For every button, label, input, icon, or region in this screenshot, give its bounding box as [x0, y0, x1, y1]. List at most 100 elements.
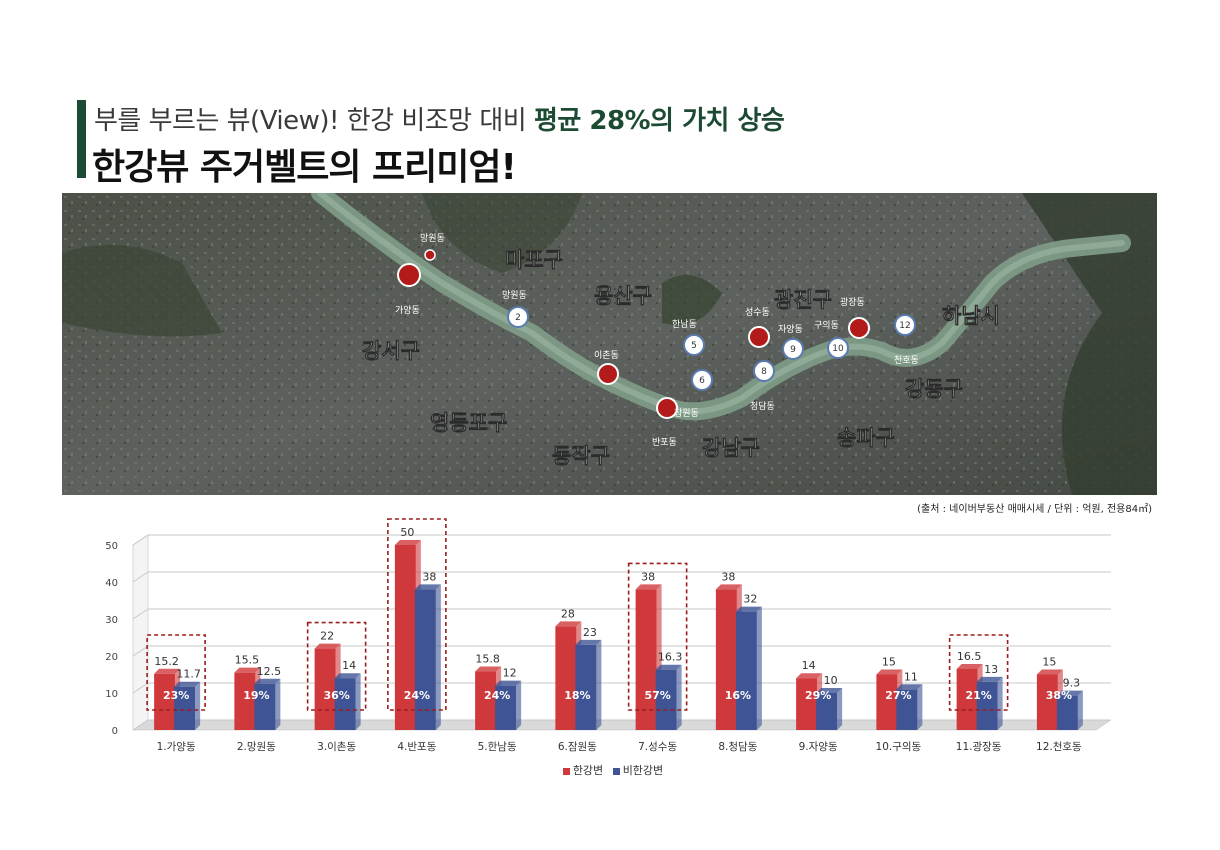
data-label-non-han: 32 — [743, 593, 757, 606]
bar-non-han-side — [195, 681, 201, 730]
bar-non-han — [414, 589, 436, 730]
bar-han-top — [234, 667, 261, 673]
bar-non-han-top — [816, 688, 843, 693]
bar-non-han-top — [254, 678, 281, 684]
bar-han-top — [796, 673, 823, 679]
data-label-han: 15 — [882, 656, 896, 669]
svg-text:2: 2 — [515, 313, 521, 323]
bar-han-top — [154, 668, 181, 674]
grid-line — [132, 608, 1111, 620]
red-pin: 광장동 — [840, 296, 870, 339]
x-tick-label: 10.구의동 — [876, 741, 922, 753]
bar-non-han-side — [516, 680, 522, 730]
x-tick-label: 8.청담동 — [718, 741, 757, 753]
district-label: 광진구 — [774, 288, 832, 312]
bar-han — [555, 626, 577, 730]
premium-label: 19% — [243, 689, 269, 702]
data-label-han: 38 — [721, 570, 735, 583]
bar-han — [475, 671, 497, 730]
highlight-box — [627, 562, 688, 711]
x-tick-label: 1.가양동 — [157, 741, 196, 753]
blue-pin: 2 망원동 — [502, 290, 529, 328]
bar-han — [635, 589, 657, 730]
data-label-han: 28 — [561, 607, 575, 620]
bar-han-top — [314, 643, 341, 649]
data-label-han: 50 — [400, 526, 414, 539]
highlight-box — [146, 634, 206, 711]
bar-non-han-top — [174, 681, 201, 687]
district-label: 송파구 — [837, 426, 895, 450]
bar-han — [956, 668, 978, 730]
bar-non-han-side — [355, 673, 361, 730]
premium-label: 38% — [1046, 689, 1072, 702]
data-label-non-han: 12.5 — [257, 665, 282, 678]
blue-pin: 5 한남동 — [672, 319, 705, 356]
red-pin: 가양동 — [395, 263, 421, 316]
data-label-han: 15.2 — [154, 655, 179, 668]
district-label: 강남구 — [702, 436, 760, 460]
bar-non-han-top — [575, 639, 602, 645]
chart-legend: 한강변 비한강변 — [0, 762, 1220, 778]
data-label-han: 15.5 — [235, 654, 260, 667]
legend-swatch-han — [562, 767, 570, 775]
bar-han — [796, 678, 818, 730]
data-label-non-han: 38 — [422, 570, 436, 583]
bar-non-han-side — [917, 684, 923, 730]
blue-pin: 12 천호동 — [894, 314, 919, 366]
data-label-non-han: 11 — [904, 670, 918, 683]
bar-han — [154, 673, 176, 730]
page-title: 한강뷰 주거벨트의 프리미엄! — [92, 147, 517, 188]
x-tick-label: 12.천호동 — [1036, 741, 1082, 753]
highlight-box — [948, 634, 1009, 711]
svg-text:이촌동: 이촌동 — [594, 350, 619, 361]
data-label-non-han: 23 — [583, 626, 597, 639]
svg-text:광장동: 광장동 — [840, 296, 865, 308]
bar-non-han-top — [976, 676, 1003, 682]
svg-text:8: 8 — [761, 367, 767, 377]
premium-label: 21% — [965, 689, 991, 702]
bar-han — [876, 674, 898, 730]
bar-han-top — [956, 663, 983, 669]
x-tick-label: 2.망원동 — [237, 741, 276, 753]
data-label-han: 15 — [1042, 656, 1056, 669]
data-label-non-han: 16.3 — [658, 651, 683, 664]
data-label-non-han: 9.3 — [1063, 677, 1081, 690]
bar-han — [1036, 674, 1058, 730]
highlight-box — [306, 621, 367, 711]
svg-text:구의동: 구의동 — [814, 320, 839, 331]
bar-non-han — [334, 678, 356, 730]
bar-non-han-top — [896, 684, 923, 690]
bar-han — [234, 672, 256, 730]
y-tick-label: 30 — [105, 615, 118, 626]
data-label-han: 22 — [320, 630, 334, 643]
premium-label: 23% — [163, 689, 189, 702]
premium-label: 29% — [805, 689, 831, 702]
grid-line — [132, 645, 1111, 657]
svg-text:한남동: 한남동 — [672, 319, 697, 330]
bar-non-han — [575, 644, 597, 730]
bar-non-han-side — [1077, 690, 1083, 730]
premium-label: 18% — [564, 689, 590, 702]
subtitle-highlight: 평균 28%의 가치 상승 — [533, 106, 785, 136]
district-label: 용산구 — [594, 284, 652, 308]
svg-text:12: 12 — [899, 321, 910, 331]
bar-non-han — [254, 683, 276, 730]
svg-text:천호동: 천호동 — [894, 355, 919, 366]
svg-text:반포동: 반포동 — [652, 437, 677, 448]
blue-pin: 8 청담동 — [750, 360, 775, 412]
grid-line — [132, 571, 1111, 583]
svg-text:10: 10 — [832, 344, 844, 354]
grid-line — [132, 682, 1111, 694]
legend-label-han: 한강변 — [572, 764, 604, 777]
district-label: 강서구 — [362, 339, 420, 363]
bar-han-top — [1036, 669, 1063, 675]
svg-text:청담동: 청담동 — [750, 400, 775, 412]
grid-line — [132, 534, 1111, 546]
svg-text:잠원동: 잠원동 — [674, 408, 699, 419]
bar-non-han-top — [1056, 690, 1083, 696]
bar-han-top — [394, 540, 421, 545]
bar-han — [394, 545, 416, 730]
svg-text:망원동: 망원동 — [502, 290, 527, 301]
chart-back-wall — [132, 534, 149, 731]
bar-non-han — [655, 669, 677, 730]
